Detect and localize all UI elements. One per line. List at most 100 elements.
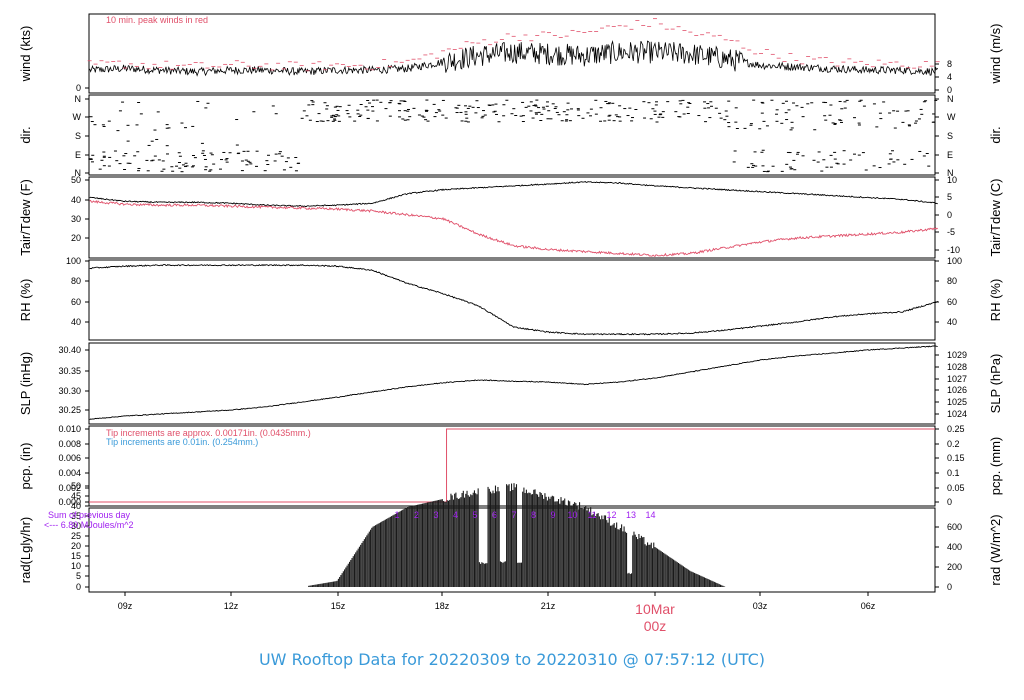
rad-right-axis-label: rad (W/m^2): [988, 514, 1003, 585]
rh-right-tick-label: 60: [947, 297, 957, 307]
rad-hour-mark: 10: [567, 510, 577, 520]
rad-hour-mark: 5: [472, 510, 477, 520]
rad-right-tick-label: 200: [947, 562, 962, 572]
x-tick-label: 03z: [753, 601, 768, 611]
slp-left-tick-label: 30.35: [58, 366, 81, 376]
slp-right-tick-label: 1024: [947, 409, 967, 419]
pcp-right-tick-label: 0.05: [947, 483, 965, 493]
rad-left-tick-label: 40: [71, 501, 81, 511]
slp-right-tick-label: 1025: [947, 397, 967, 407]
pcp-right-tick-label: 0.2: [947, 439, 960, 449]
dir-right-tick-label: N: [947, 94, 954, 104]
rh-right-tick-label: 40: [947, 317, 957, 327]
rad-hour-mark: 14: [645, 510, 655, 520]
rad-right-tick-label: 0: [947, 582, 952, 592]
dir-left-axis-label: dir.: [18, 126, 33, 143]
slp-panel-frame: [88, 342, 936, 425]
wind-panel-frame: [88, 13, 936, 94]
rad-left-tick-label: 10: [71, 561, 81, 571]
pcp-left-axis-label: pcp. (in): [18, 443, 33, 490]
rad-hour-mark: 3: [433, 510, 438, 520]
wind-right-tick-label: 4: [947, 72, 952, 82]
rad-left-tick-label: 0: [76, 582, 81, 592]
pcp-left-tick-label: 0.002: [58, 483, 81, 493]
rad-hour-mark: 11: [587, 510, 596, 520]
temp-right-axis-label: Tair/Tdew (C): [988, 178, 1003, 256]
rad-left-tick-label: 35: [71, 511, 81, 521]
temp-left-tick-label: 50: [71, 175, 81, 185]
temp-right-tick-label: -10: [947, 245, 960, 255]
temp-right-tick-label: -5: [947, 227, 955, 237]
wind-speed-line: [89, 40, 939, 77]
x-tick-label: 09z: [118, 601, 133, 611]
rad-hour-mark: 6: [492, 510, 497, 520]
rad-hour-mark: 1: [394, 510, 399, 520]
slp-left-tick-label: 30.30: [58, 386, 81, 396]
pcp-left-tick-label: 0.004: [58, 468, 81, 478]
slp-right-axis-label: SLP (hPa): [988, 354, 1003, 414]
rh-right-tick-label: 100: [947, 256, 962, 266]
rad-left-tick-label: 25: [71, 531, 81, 541]
wind-right-axis-label: wind (m/s): [988, 24, 1003, 85]
wind-peak-note: 10 min. peak winds in red: [106, 15, 208, 25]
rad-left-tick-label: 15: [71, 551, 81, 561]
x-tick-label: 15z: [331, 601, 346, 611]
wind-left-axis-label: wind (kts): [18, 26, 33, 83]
pcp-right-tick-label: 0: [947, 497, 952, 507]
rh-right-tick-label: 80: [947, 276, 957, 286]
rad-hour-mark: 12: [606, 510, 616, 520]
temp-left-tick-label: 20: [71, 233, 81, 243]
dir-left-tick-label: N: [75, 94, 82, 104]
rad-left-tick-label: 50: [71, 481, 81, 491]
pcp-right-tick-label: 0.25: [947, 424, 965, 434]
x-date-label: 10Mar: [635, 601, 675, 617]
wind-right-tick-label: 8: [947, 59, 952, 69]
rad-right-tick-label: 600: [947, 522, 962, 532]
temp-left-axis-label: Tair/Tdew (F): [18, 179, 33, 256]
dew-point-line: [89, 199, 939, 257]
slp-right-tick-label: 1026: [947, 385, 967, 395]
rh-left-tick-label: 60: [71, 297, 81, 307]
dir-right-tick-label: S: [947, 131, 953, 141]
pcp-left-tick-label: 0.008: [58, 439, 81, 449]
slp-left-tick-label: 30.25: [58, 405, 81, 415]
dir-left-tick-label: S: [75, 131, 81, 141]
x-tick-label: 18z: [435, 601, 450, 611]
rad-sum-note: Sum of previous day: [48, 510, 131, 520]
rh-right-axis-label: RH (%): [988, 279, 1003, 322]
rad-hour-mark: 4: [453, 510, 458, 520]
rad-left-tick-label: 5: [76, 571, 81, 581]
slp-right-tick-label: 1029: [947, 350, 967, 360]
dir-right-tick-label: N: [947, 168, 954, 178]
slp-right-tick-label: 1028: [947, 362, 967, 372]
temp-right-tick-label: 10: [947, 175, 957, 185]
temp-right-tick-label: 0: [947, 210, 952, 220]
rad-hour-mark: 9: [550, 510, 555, 520]
rad-left-tick-label: 30: [71, 521, 81, 531]
pcp-left-tick-label: 0.006: [58, 453, 81, 463]
slp-line: [89, 345, 938, 420]
temp-left-tick-label: 30: [71, 214, 81, 224]
pcp-right-tick-label: 0.15: [947, 453, 965, 463]
dir-panel-frame: [88, 94, 936, 176]
rh-left-tick-label: 40: [71, 317, 81, 327]
dir-left-tick-label: N: [75, 168, 82, 178]
pcp-tip-note-blue: Tip increments are 0.01in. (0.254mm.): [106, 437, 258, 447]
air-temp-line: [89, 180, 938, 208]
rad-hour-mark: 7: [511, 510, 516, 520]
x-tick-label: 06z: [861, 601, 876, 611]
slp-left-axis-label: SLP (inHg): [18, 352, 33, 415]
wind-right-tick-label: 0: [947, 85, 952, 95]
temp-left-tick-label: 40: [71, 195, 81, 205]
rad-right-tick-label: 400: [947, 542, 962, 552]
rad-hour-mark: 8: [531, 510, 536, 520]
slp-right-tick-label: 1027: [947, 374, 967, 384]
temp-panel-frame: [88, 176, 936, 259]
temp-right-tick-label: 5: [947, 192, 952, 202]
rad-left-tick-label: 20: [71, 541, 81, 551]
x-date-tick: 00z: [644, 618, 667, 634]
x-tick-label: 21z: [541, 601, 556, 611]
dir-right-tick-label: E: [947, 150, 953, 160]
dir-right-axis-label: dir.: [988, 126, 1003, 143]
